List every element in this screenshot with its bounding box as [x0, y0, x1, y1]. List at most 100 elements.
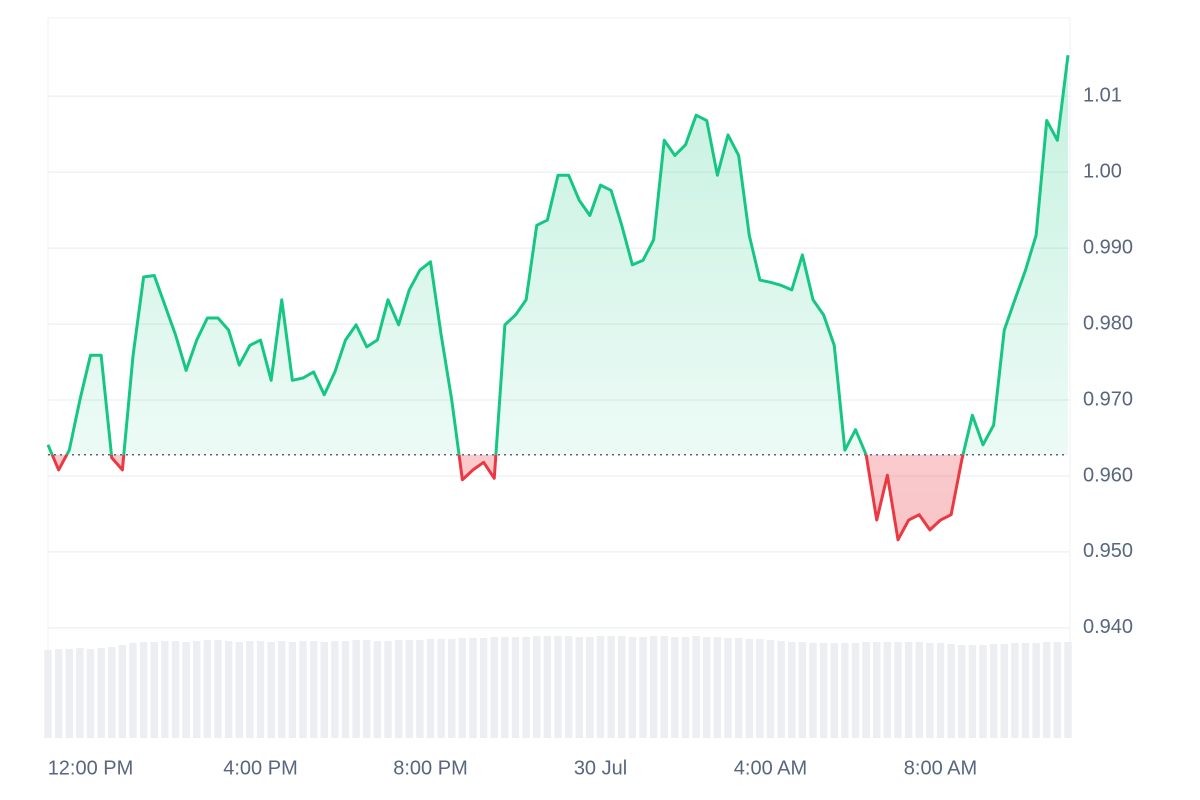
- volume-bar: [108, 647, 116, 738]
- volume-bar: [203, 640, 212, 738]
- x-tick-label: 8:00 PM: [393, 757, 467, 779]
- volume-bar: [564, 636, 573, 738]
- x-tick-label: 8:00 AM: [904, 757, 977, 779]
- volume-bar: [256, 641, 265, 738]
- volume-bar: [809, 643, 817, 738]
- volume-bar: [214, 640, 222, 738]
- volume-bar: [947, 644, 955, 738]
- y-tick-label: 1.00: [1083, 160, 1122, 182]
- x-tick-label: 4:00 AM: [734, 757, 807, 779]
- volume-bar: [341, 641, 350, 738]
- volume-bar: [607, 636, 615, 738]
- volume-bar: [224, 641, 233, 738]
- y-tick-label: 0.940: [1083, 616, 1133, 638]
- y-tick-label: 0.970: [1083, 388, 1133, 410]
- volume-bar: [1053, 642, 1062, 738]
- volume-bar: [777, 641, 785, 738]
- volume-bar: [979, 645, 987, 738]
- volume-bar: [989, 644, 998, 738]
- volume-bar: [724, 638, 732, 738]
- volume-bar: [660, 636, 668, 738]
- volume-bar: [511, 637, 520, 738]
- x-tick-label: 12:00 PM: [48, 757, 134, 779]
- volume-bar: [118, 645, 127, 738]
- y-tick-label: 1.01: [1083, 85, 1122, 107]
- volume-bar: [416, 640, 424, 738]
- volume-bar: [44, 650, 52, 738]
- volume-bar: [894, 642, 902, 738]
- volume-bar: [86, 649, 95, 738]
- volume-bar: [352, 640, 360, 738]
- volume-bar: [54, 649, 63, 738]
- volume-bar: [554, 636, 562, 738]
- volume-bar: [819, 643, 828, 738]
- volume-bar: [968, 645, 977, 738]
- volume-bar: [448, 639, 456, 738]
- volume-bar: [883, 642, 892, 738]
- volume-bar: [458, 638, 467, 738]
- volume-bar: [171, 641, 180, 738]
- volume-bar: [862, 642, 870, 738]
- volume-bar: [384, 641, 392, 738]
- price-line-up: [46, 55, 1070, 455]
- volume-bar: [671, 637, 679, 738]
- volume-bar: [788, 642, 796, 738]
- price-line-down: [50, 454, 965, 542]
- volume-bar: [745, 639, 753, 738]
- volume-bar: [490, 637, 498, 738]
- volume-bar: [97, 648, 105, 738]
- volume-bar: [426, 639, 435, 738]
- volume-bar: [649, 636, 658, 738]
- volume-bar: [278, 641, 286, 738]
- area-up: [48, 55, 1068, 455]
- volume-bar: [267, 642, 275, 738]
- volume-bar: [618, 636, 626, 738]
- volume-bar: [639, 637, 647, 738]
- volume-bar: [734, 638, 743, 738]
- volume-bar: [405, 640, 413, 738]
- volume-bar: [394, 640, 403, 738]
- volume-bar: [692, 636, 700, 738]
- volume-bar: [915, 642, 923, 738]
- y-tick-label: 0.980: [1083, 312, 1133, 334]
- volume-bar: [501, 637, 509, 738]
- y-tick-label: 0.950: [1083, 540, 1133, 562]
- volume-bar: [586, 637, 594, 738]
- volume-bar: [926, 643, 934, 738]
- y-tick-label: 0.960: [1083, 464, 1133, 486]
- volume-bar: [139, 642, 148, 738]
- volume-bar: [575, 637, 583, 738]
- volume-bar: [1021, 643, 1030, 738]
- volume-bar: [182, 642, 190, 738]
- volume-bar: [1032, 643, 1040, 738]
- volume-bar: [522, 637, 530, 738]
- volume-bar: [628, 637, 637, 738]
- volume-bar: [246, 641, 254, 738]
- volume-bar: [299, 641, 307, 738]
- volume-bar: [681, 637, 690, 738]
- volume-bar: [65, 649, 73, 738]
- volume-bar: [437, 639, 445, 738]
- volume-bar: [798, 642, 807, 738]
- volume-bar: [703, 637, 711, 738]
- volume-bar: [756, 639, 764, 738]
- volume-bar: [1000, 644, 1008, 738]
- volume-bar: [596, 636, 605, 738]
- volume-bar: [469, 638, 477, 738]
- volume-bar: [76, 648, 84, 738]
- volume-bar: [373, 641, 382, 738]
- volume-bar: [766, 640, 775, 738]
- volume-bar: [851, 643, 860, 738]
- volume-bar: [320, 642, 328, 738]
- x-tick-label: 4:00 PM: [223, 757, 297, 779]
- volume-bar: [936, 643, 945, 738]
- volume-bar: [1064, 642, 1072, 738]
- volume-bar: [479, 638, 488, 738]
- volume-bar: [958, 645, 966, 738]
- volume-bar: [1043, 642, 1051, 738]
- volume-bar: [841, 643, 849, 738]
- volume-bar: [873, 642, 881, 738]
- volume-bar: [309, 641, 318, 738]
- volume-bar: [150, 642, 158, 738]
